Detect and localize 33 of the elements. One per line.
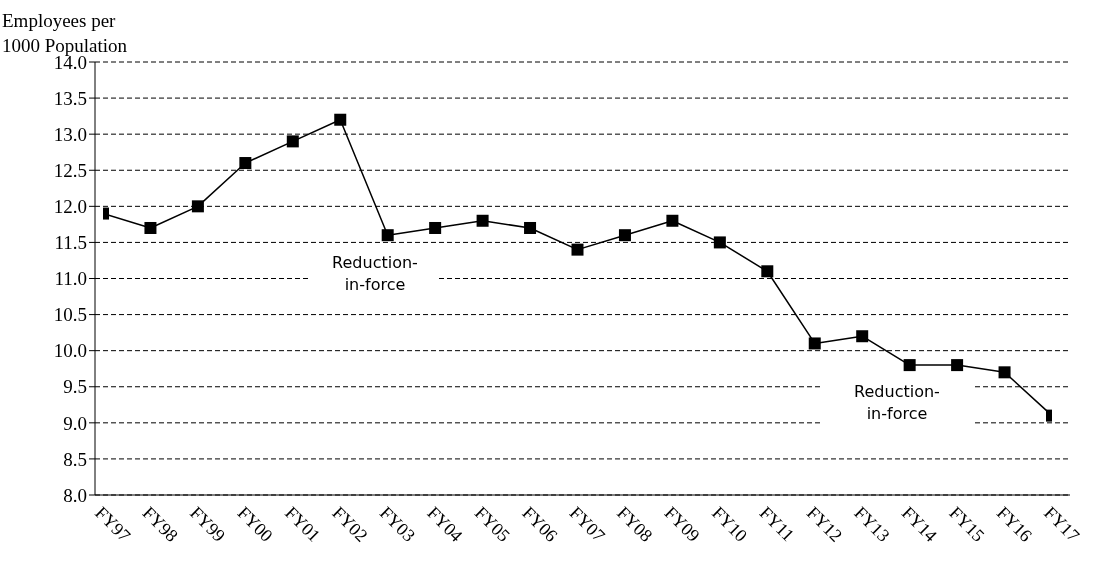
y-tick-label: 9.0: [63, 412, 87, 434]
point: [903, 359, 916, 372]
annotation: Reduction-in-force: [332, 252, 418, 296]
y-tick-label: 10.0: [53, 340, 87, 362]
point: [191, 200, 204, 213]
point: [334, 113, 347, 126]
point: [429, 221, 442, 234]
y-tick-label: 11.5: [54, 232, 87, 254]
point: [571, 243, 584, 256]
point: [951, 359, 964, 372]
point: [808, 337, 821, 350]
annotation: Reduction-in-force: [854, 381, 940, 425]
point: [713, 236, 726, 249]
y-tick-label: 8.5: [63, 448, 87, 470]
y-tick-label: 13.5: [53, 87, 87, 109]
y-tick-label: 10.5: [53, 304, 87, 326]
y-tick-label: 11.0: [54, 268, 87, 290]
point: [381, 229, 394, 242]
point: [144, 221, 157, 234]
y-tick-label: 8.0: [63, 484, 87, 506]
y-tick-label: 9.5: [63, 376, 87, 398]
point: [476, 214, 489, 227]
y-tick-label: 12.0: [53, 196, 87, 218]
point: [761, 265, 774, 278]
point: [286, 135, 299, 148]
y-tick-label: 12.5: [53, 159, 87, 181]
point: [239, 157, 252, 170]
point: [618, 229, 631, 242]
y-tick-label: 13.0: [53, 123, 87, 145]
point: [666, 214, 679, 227]
point: [856, 330, 869, 343]
point: [998, 366, 1011, 379]
point: [524, 221, 537, 234]
